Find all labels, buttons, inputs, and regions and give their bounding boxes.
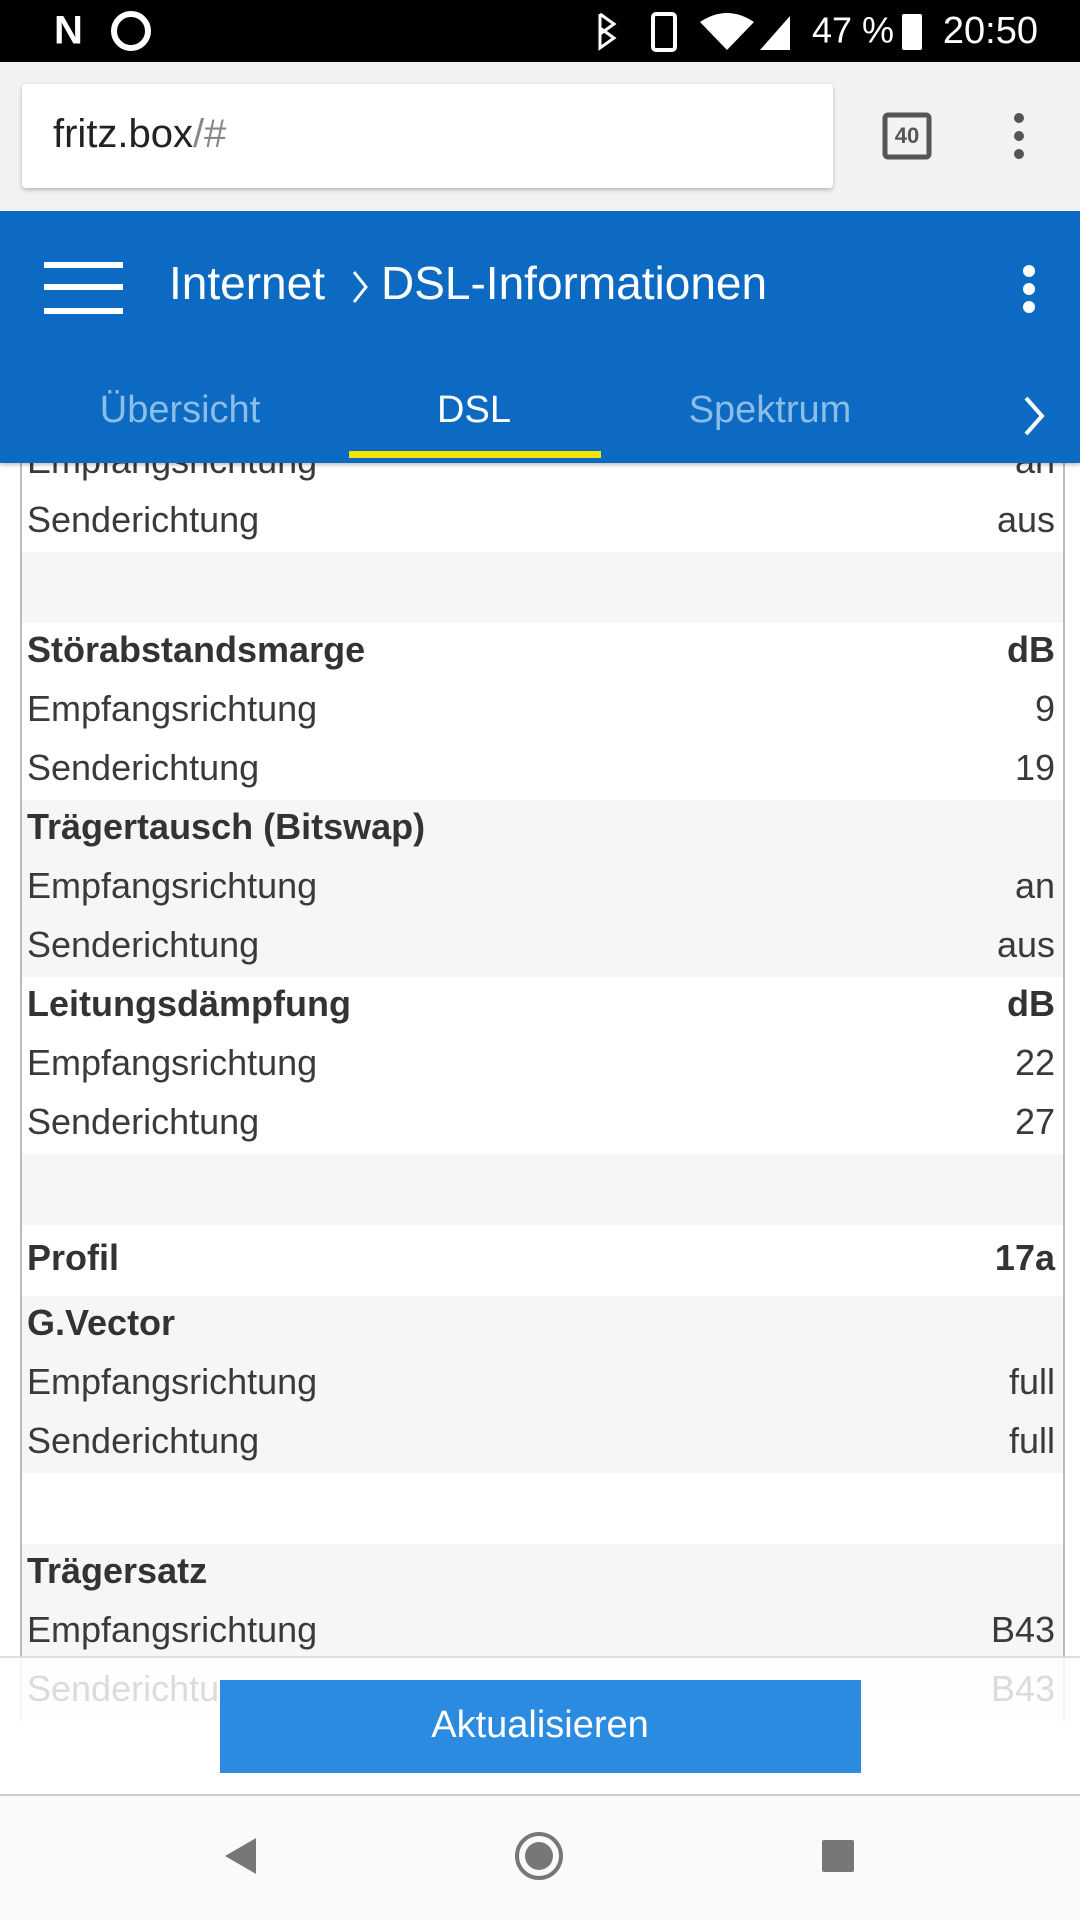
tab-indicator — [349, 451, 601, 458]
tabs-next[interactable] — [1024, 396, 1045, 436]
group-title: G.Vector — [27, 1302, 175, 1343]
back-button[interactable] — [225, 1838, 256, 1874]
app-header — [0, 211, 1080, 463]
tab-count: 40 — [895, 123, 919, 148]
recents-button[interactable] — [822, 1840, 854, 1872]
url: fritz.box/# — [53, 112, 227, 156]
group-title: Profil — [27, 1237, 119, 1278]
row-background — [21, 623, 1064, 800]
group-unit: dB — [1007, 983, 1055, 1024]
page-menu[interactable] — [1023, 265, 1035, 313]
row-background — [21, 1296, 1064, 1473]
breadcrumb-page: DSL-Informationen — [381, 257, 767, 309]
refresh-button[interactable] — [220, 1680, 861, 1773]
wifi-icon — [700, 13, 754, 50]
clock: 20:50 — [943, 10, 1038, 52]
status-bar — [0, 0, 1080, 62]
row-value: full — [1009, 1420, 1055, 1461]
url-host: fritz.box — [53, 112, 193, 156]
group-unit: 17a — [995, 1237, 1056, 1278]
row-value: 19 — [1015, 747, 1055, 788]
signal-icon — [760, 16, 790, 50]
row-value: aus — [997, 924, 1055, 965]
row-label: Empfangsrichtung — [27, 1609, 317, 1650]
breadcrumb-section[interactable]: Internet — [169, 257, 325, 309]
bluetooth-icon — [598, 12, 617, 51]
dsl-table: Empfangsrichtung an Senderichtung aus Störab… — [20, 440, 1065, 1721]
row-value: aus — [997, 499, 1055, 540]
home-dot — [525, 1842, 553, 1870]
row-background — [21, 800, 1064, 977]
row-background — [21, 463, 1064, 552]
button-label: Aktualisieren — [431, 1704, 649, 1746]
url-path: /# — [193, 112, 227, 156]
browser-menu[interactable] — [1014, 113, 1024, 159]
group-title: Störabstandsmarge — [27, 629, 365, 670]
row-label: Senderichtung — [27, 499, 259, 540]
row-label: Empfangsrichtung — [27, 1042, 317, 1083]
row-background — [21, 1225, 1064, 1296]
row-label: Empfangsrichtung — [27, 1361, 317, 1402]
row-value: 9 — [1035, 688, 1055, 729]
url-box[interactable] — [22, 84, 833, 188]
row-label: Senderichtung — [27, 924, 259, 965]
row-background — [21, 1473, 1064, 1544]
tab[interactable]: Übersicht — [100, 389, 261, 431]
row-value: an — [1015, 865, 1055, 906]
battery-text: 47 % — [812, 10, 894, 51]
row-background — [21, 552, 1064, 623]
group-unit: dB — [1007, 629, 1055, 670]
battery-icon — [902, 14, 922, 50]
group-title: Trägertausch (Bitswap) — [27, 806, 425, 847]
home-button[interactable] — [515, 1832, 563, 1880]
row-value: full — [1009, 1361, 1055, 1402]
row-label: Senderichtung — [27, 1101, 259, 1142]
row-value: 22 — [1015, 1042, 1055, 1083]
row-value: B43 — [991, 1609, 1055, 1650]
row-label: Empfangsrichtung — [27, 440, 317, 481]
row-label: Senderichtung — [27, 1420, 259, 1461]
tab-active[interactable]: DSL — [437, 389, 511, 431]
group-title: Leitungsdämpfung — [27, 983, 351, 1024]
group-title: Trägersatz — [27, 1550, 207, 1591]
row-value: 27 — [1015, 1101, 1055, 1142]
menu-button[interactable] — [44, 262, 123, 314]
row-background — [21, 977, 1064, 1154]
row-label: Empfangsrichtung — [27, 688, 317, 729]
row-label: Senderichtung — [27, 747, 259, 788]
vibrate-icon — [651, 12, 677, 52]
row-background — [21, 1154, 1064, 1225]
row-value: an — [1015, 440, 1055, 481]
notification-icon: N — [54, 9, 83, 53]
row-label: Empfangsrichtung — [27, 865, 317, 906]
breadcrumb-chevron — [352, 271, 368, 303]
tab-switcher[interactable] — [882, 112, 932, 160]
notification-icon — [111, 11, 151, 51]
tab[interactable]: Spektrum — [689, 389, 852, 431]
